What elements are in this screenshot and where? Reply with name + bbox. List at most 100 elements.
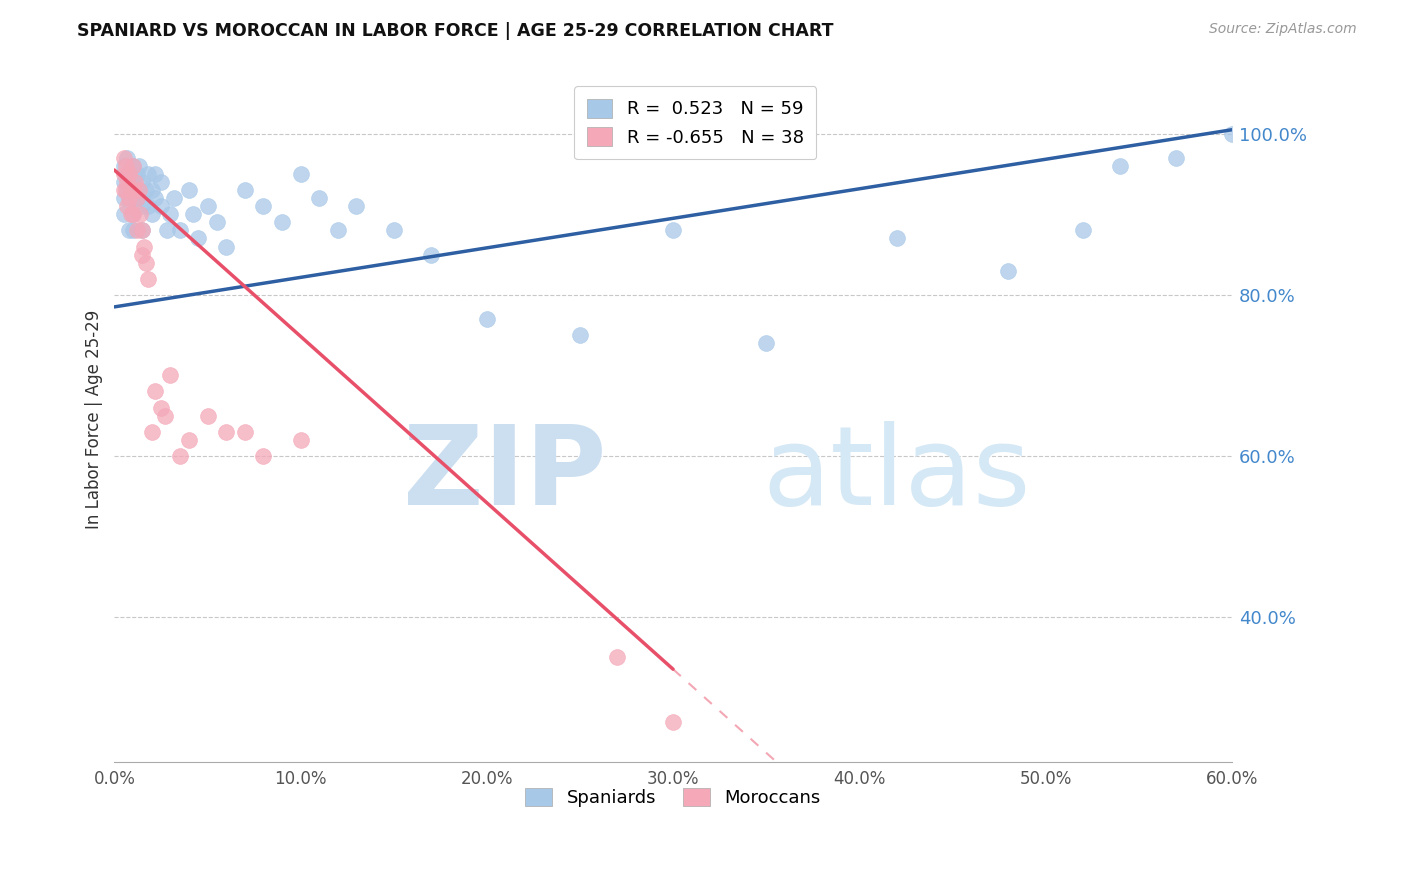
Point [128, 183, 150, 197]
Point [112, 151, 135, 165]
Point [755, 336, 778, 351]
Legend: Spaniards, Moroccans: Spaniards, Moroccans [517, 780, 828, 814]
Point [290, 433, 312, 447]
Text: Source: ZipAtlas.com: Source: ZipAtlas.com [1209, 22, 1357, 37]
Point [568, 328, 591, 343]
Point [290, 167, 312, 181]
Text: ZIP: ZIP [402, 421, 606, 528]
Point [326, 223, 349, 237]
Point [112, 159, 135, 173]
Point [131, 199, 153, 213]
Point [149, 199, 172, 213]
Point [125, 191, 148, 205]
Point [271, 215, 294, 229]
Point [122, 175, 145, 189]
Point [122, 159, 145, 173]
Point [131, 223, 153, 237]
Point [125, 167, 148, 181]
Point [114, 159, 136, 173]
Point [187, 231, 209, 245]
Point [112, 167, 135, 181]
Point [136, 199, 159, 213]
Point [128, 183, 150, 197]
Point [141, 183, 163, 197]
Point [112, 175, 135, 189]
Point [135, 255, 157, 269]
Point [122, 207, 145, 221]
Point [117, 199, 139, 213]
Point [1164, 151, 1187, 165]
Point [125, 223, 148, 237]
Point [122, 159, 145, 173]
Point [136, 271, 159, 285]
Point [120, 183, 142, 197]
Point [475, 312, 498, 326]
Point [169, 449, 191, 463]
Point [163, 191, 186, 205]
Point [131, 175, 153, 189]
Point [153, 409, 176, 423]
Point [1220, 127, 1243, 141]
Point [112, 183, 135, 197]
Point [886, 231, 908, 245]
Point [177, 433, 200, 447]
Point [112, 191, 135, 205]
Point [141, 425, 163, 439]
Point [136, 167, 159, 181]
Point [122, 207, 145, 221]
Point [117, 151, 139, 165]
Point [131, 247, 153, 261]
Point [155, 223, 177, 237]
Point [420, 247, 443, 261]
Point [205, 215, 228, 229]
Point [215, 239, 238, 253]
Point [233, 183, 256, 197]
Point [149, 175, 172, 189]
Point [662, 223, 685, 237]
Point [159, 207, 181, 221]
Point [145, 191, 167, 205]
Point [662, 714, 685, 729]
Point [118, 167, 141, 181]
Point [117, 183, 139, 197]
Point [117, 175, 139, 189]
Point [114, 183, 136, 197]
Point [197, 199, 219, 213]
Point [177, 183, 200, 197]
Point [118, 191, 141, 205]
Point [141, 207, 163, 221]
Point [131, 223, 153, 237]
Point [145, 384, 167, 399]
Point [128, 159, 150, 173]
Point [122, 183, 145, 197]
Point [149, 401, 172, 415]
Point [197, 409, 219, 423]
Point [118, 167, 141, 181]
Point [124, 175, 146, 189]
Point [997, 263, 1019, 277]
Point [129, 207, 152, 221]
Point [233, 425, 256, 439]
Text: atlas: atlas [762, 421, 1031, 528]
Text: SPANIARD VS MOROCCAN IN LABOR FORCE | AGE 25-29 CORRELATION CHART: SPANIARD VS MOROCCAN IN LABOR FORCE | AG… [77, 22, 834, 40]
Point [134, 239, 156, 253]
Point [308, 191, 330, 205]
Point [252, 449, 274, 463]
Point [122, 191, 145, 205]
Point [112, 207, 135, 221]
Point [215, 425, 238, 439]
Point [159, 368, 181, 383]
Y-axis label: In Labor Force | Age 25-29: In Labor Force | Age 25-29 [86, 310, 103, 529]
Point [118, 191, 141, 205]
Point [125, 191, 148, 205]
Point [145, 167, 167, 181]
Point [169, 223, 191, 237]
Point [346, 199, 368, 213]
Point [135, 183, 157, 197]
Point [382, 223, 405, 237]
Point [1071, 223, 1094, 237]
Point [606, 650, 628, 665]
Point [120, 207, 142, 221]
Point [1109, 159, 1132, 173]
Point [181, 207, 204, 221]
